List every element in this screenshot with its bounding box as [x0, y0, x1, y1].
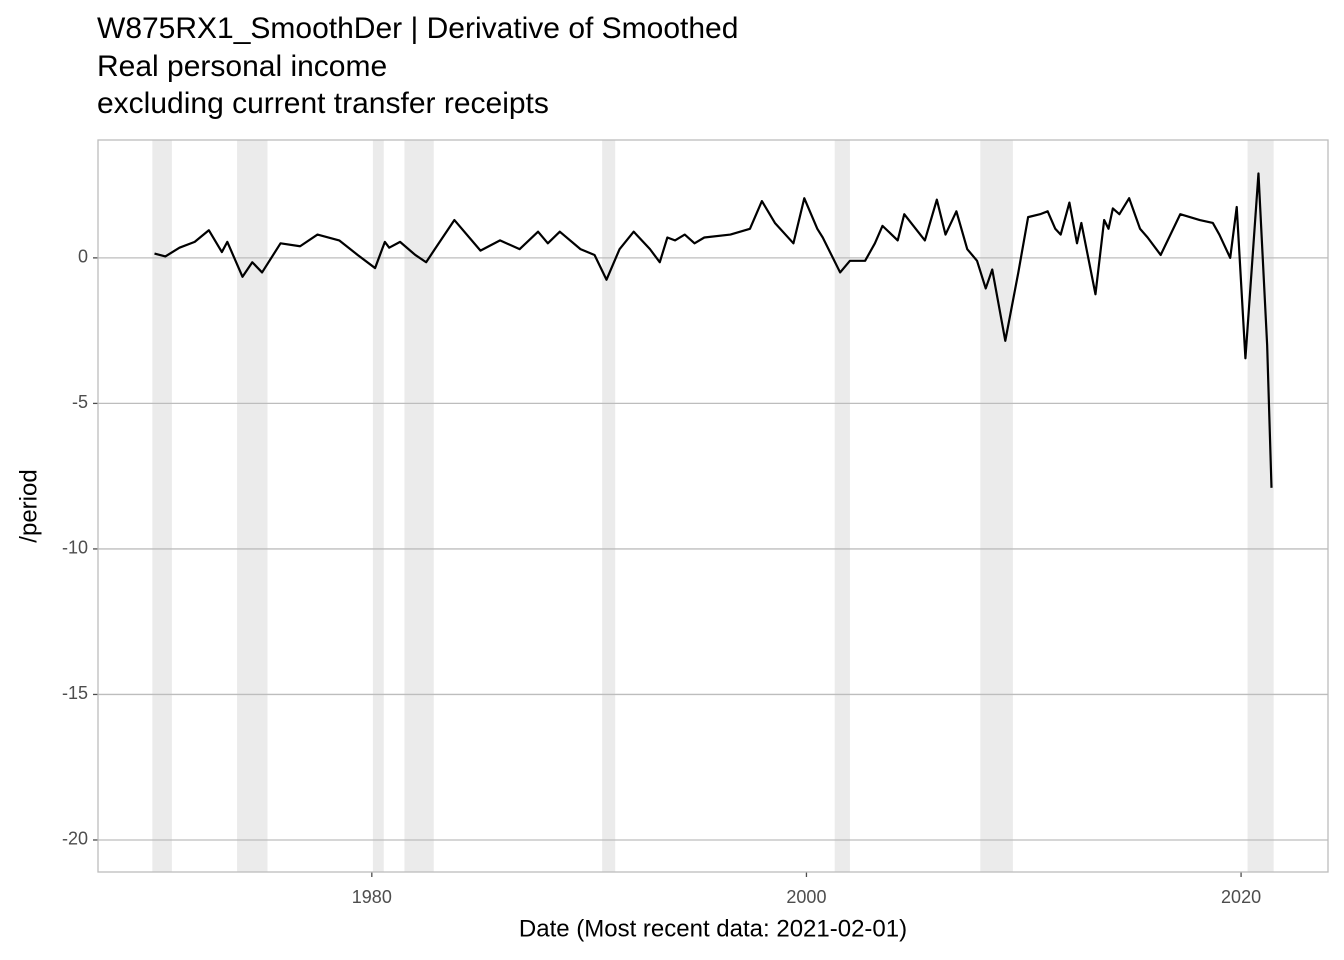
- recession-band: [372, 140, 384, 872]
- recession-band: [152, 140, 172, 872]
- chart-title: W875RX1_SmoothDer | Derivative of Smooth…: [97, 12, 738, 45]
- y-tick-label: -20: [62, 829, 88, 849]
- x-tick-label: 1980: [352, 887, 392, 907]
- y-axis-label: /period: [15, 469, 42, 542]
- data-line: [154, 172, 1273, 488]
- chart-subtitle: Real personal income: [97, 50, 387, 83]
- y-tick-label: -15: [62, 683, 88, 703]
- y-tick-label: -10: [62, 538, 88, 558]
- recession-band: [980, 140, 1013, 872]
- x-tick-label: 2020: [1221, 887, 1261, 907]
- recession-band: [237, 140, 268, 872]
- recession-band: [602, 140, 616, 872]
- y-tick-label: -5: [72, 392, 88, 412]
- panel-border: [97, 139, 1329, 873]
- chart-subtitle: excluding current transfer receipts: [97, 87, 549, 120]
- x-axis-label: Date (Most recent data: 2021-02-01): [519, 915, 907, 942]
- recession-band: [834, 140, 850, 872]
- plot-background: [98, 140, 1328, 872]
- recession-band: [1247, 140, 1274, 872]
- y-tick-label: 0: [78, 247, 88, 267]
- x-tick-label: 2000: [786, 887, 826, 907]
- recession-band: [404, 140, 434, 872]
